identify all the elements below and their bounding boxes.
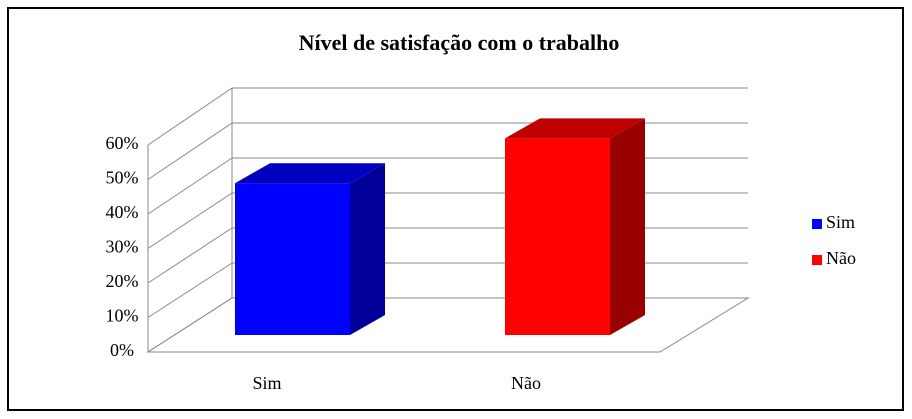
grid-line [147,297,233,353]
legend-swatch [812,255,822,265]
y-tick-label: 20% [106,271,139,291]
bar-top [505,118,645,139]
bar-side [610,118,645,335]
bar [235,183,350,335]
grid-line [147,122,233,180]
x-tick-label: Não [511,373,541,393]
y-tick-label: 50% [106,168,139,188]
legend-label: Não [826,248,856,268]
grid-line [147,227,233,284]
y-tick-label: 0% [110,340,134,360]
legend-label: Sim [826,212,855,232]
y-tick-label: 40% [106,202,139,222]
grid-line [147,87,233,146]
bar-top [235,163,385,184]
y-tick-label: 60% [106,133,139,153]
x-tick-label: Sim [252,373,281,393]
y-tick-label: 10% [106,306,139,326]
bar-side [350,163,385,335]
grid-line [147,192,233,249]
y-tick-label: 30% [106,237,139,257]
chart-title: Nível de satisfação com o trabalho [299,30,620,55]
grid-line [147,157,233,215]
legend-swatch [812,219,822,229]
grid-line [147,262,233,318]
bar [505,138,610,335]
